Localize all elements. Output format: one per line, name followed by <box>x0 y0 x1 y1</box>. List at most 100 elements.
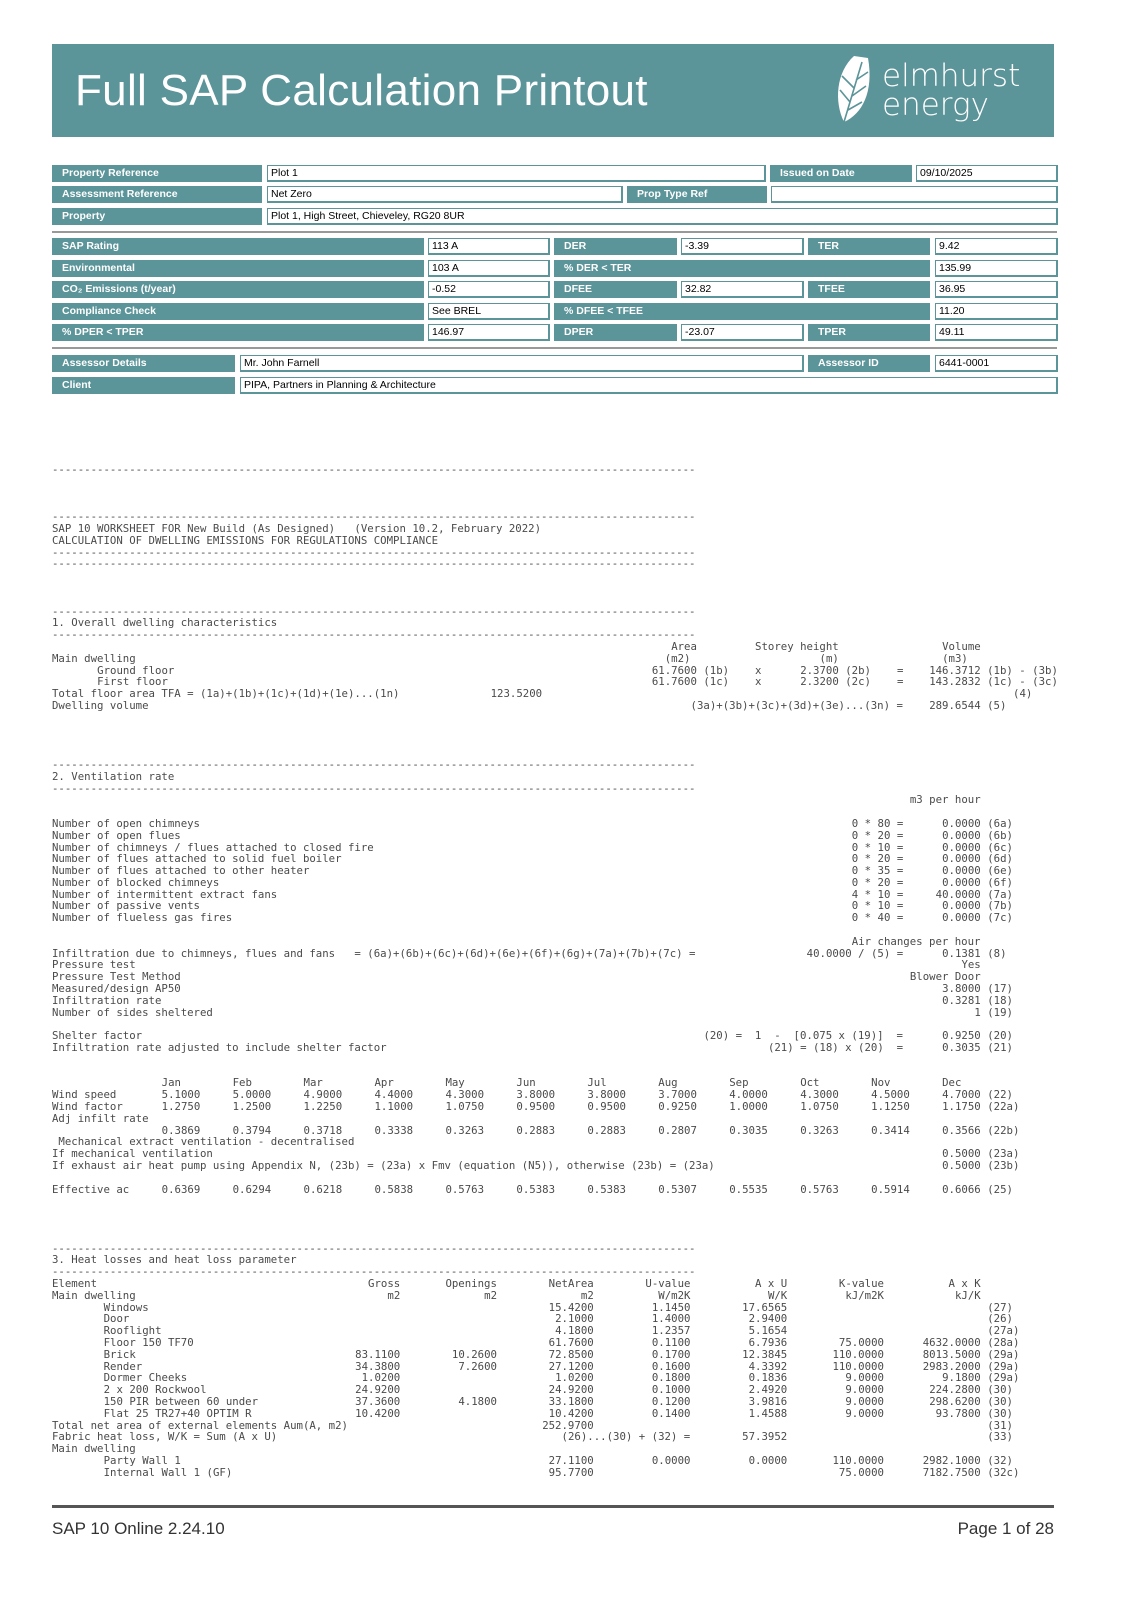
worksheet-cell: Gross <box>368 1276 401 1290</box>
worksheet-line: ----------------------------------------… <box>52 1265 696 1279</box>
worksheet-cell: (29a) <box>987 1359 1020 1373</box>
worksheet-cell: Internal Wall 1 (GF) <box>103 1465 233 1479</box>
worksheet-line <box>52 1172 1062 1184</box>
worksheet-cell: Infiltration rate adjusted to include sh… <box>52 1041 387 1055</box>
worksheet-cell: (33) <box>987 1430 1013 1444</box>
worksheet-cell: 27.1200 <box>548 1359 594 1373</box>
worksheet-cell: Nov <box>871 1076 891 1090</box>
dper-field: -23.07 <box>681 324 804 341</box>
worksheet-cell: Ground floor <box>97 663 175 677</box>
worksheet-cell: Air changes per hour <box>851 934 981 948</box>
worksheet-cell: 34.3800 <box>355 1359 401 1373</box>
property-field: Plot 1, High Street, Chieveley, RG20 8UR <box>267 208 1058 225</box>
worksheet-cell: = <box>896 663 904 677</box>
worksheet-cell: 0.1836 <box>748 1371 788 1385</box>
worksheet-cell: 0.5914 <box>871 1182 910 1196</box>
worksheet-line: Pressure test Yes <box>52 959 1062 971</box>
worksheet-line: Fabric heat loss, W/K = Sum (A x U) (26).… <box>52 1431 1062 1443</box>
worksheet-cell: 0.1100 <box>651 1335 691 1349</box>
client-field: PIPA, Partners in Planning & Architectur… <box>240 377 1058 394</box>
worksheet-cell: Rooflight <box>103 1324 162 1338</box>
worksheet-line: Main dwelling (m2) (m) (m3) <box>52 652 1062 665</box>
worksheet-cell: = <box>896 675 904 689</box>
worksheet-line: Area Storey height Volume <box>52 641 1062 653</box>
worksheet-line: CALCULATION OF DWELLING EMISSIONS FOR RE… <box>52 533 439 547</box>
worksheet-cell: 0.1000 <box>651 1383 691 1397</box>
worksheet-cell: 0.5383 <box>516 1182 555 1196</box>
tfee-label: TFEE <box>808 281 930 298</box>
worksheet-cell: 0.6369 <box>161 1182 201 1196</box>
worksheet-cell: 2 x 200 Rockwool <box>103 1383 207 1397</box>
worksheet-cell: 15.4200 <box>548 1300 594 1314</box>
worksheet-cell: 3.8000 <box>516 1088 555 1102</box>
worksheet-cell: 4.0000 <box>729 1088 768 1102</box>
software-version: SAP 10 Online 2.24.10 <box>52 1519 225 1538</box>
worksheet-line: Number of passive vents 0 * 10 = 0.0000 (7b… <box>52 900 1062 912</box>
worksheet-cell: Main dwelling <box>52 1288 136 1302</box>
worksheet-cell: 252.9700 <box>542 1418 594 1432</box>
worksheet-cell: Floor 150 TF70 <box>103 1335 194 1349</box>
worksheet-cell: 10.4200 <box>355 1406 401 1420</box>
worksheet-cell: (4) <box>1013 687 1033 701</box>
worksheet-cell: Number of passive vents <box>52 899 200 913</box>
report-header-banner: Full SAP Calculation Printout elmhurst e… <box>52 44 1054 137</box>
dper-label: DPER <box>554 324 677 341</box>
worksheet-line <box>52 1231 1062 1243</box>
worksheet-line: Mechanical extract ventilation - decentr… <box>52 1135 355 1149</box>
worksheet-cell: (7c) <box>987 911 1013 925</box>
worksheet-cell: 0.2883 <box>516 1123 555 1137</box>
worksheet-line: Infiltration rate adjusted to include sh… <box>52 1042 1062 1054</box>
worksheet-cell: Dwelling volume <box>52 698 149 712</box>
worksheet-cell: 0.3566 <box>942 1123 981 1137</box>
sap-rating-field: 113 A <box>428 238 550 255</box>
worksheet-cell: Sep <box>729 1076 749 1090</box>
worksheet-cell: (29a) <box>987 1347 1020 1361</box>
worksheet-cell: 95.7700 <box>548 1465 594 1479</box>
worksheet-cell: (23b) <box>987 1159 1020 1173</box>
footer-rule <box>52 1505 1054 1508</box>
worksheet-cell: 9.0000 <box>845 1394 884 1408</box>
worksheet-cell: Wind speed <box>52 1088 117 1102</box>
worksheet-cell: (6b) <box>987 828 1013 842</box>
worksheet-cell: First floor <box>97 675 168 689</box>
worksheet-cell: 61.7600 (1b) <box>651 663 730 677</box>
worksheet-cell: 61.7600 (1c) <box>651 675 730 689</box>
worksheet-cell: 7182.7500 <box>922 1465 981 1479</box>
worksheet-line: 2 x 200 Rockwool 24.9200 24.9200 0.1000 2.49… <box>52 1384 1062 1396</box>
worksheet-cell: 10.2600 <box>451 1347 497 1361</box>
worksheet-cell: (30) <box>987 1383 1013 1397</box>
worksheet-cell: (22b) <box>987 1123 1020 1137</box>
worksheet-cell: Number of sides sheltered <box>52 1005 213 1019</box>
logo-text-line2: energy <box>882 87 989 123</box>
worksheet-cell: Brick <box>103 1347 136 1361</box>
worksheet-cell: (23a) <box>987 1147 1020 1161</box>
logo-text-line1: elmhurst <box>882 58 1021 94</box>
worksheet-line: ----------------------------------------… <box>52 510 696 524</box>
pct-dper-tper-label: % DPER < TPER <box>52 324 424 341</box>
worksheet-cell: 0.6066 <box>942 1182 981 1196</box>
worksheet-cell: 24.9200 <box>355 1383 401 1397</box>
worksheet-cell: 0.3263 <box>445 1123 485 1137</box>
logo-text: elmhurst energy <box>882 58 1021 123</box>
worksheet-cell: 0.9250 <box>942 1029 981 1043</box>
worksheet-cell: x <box>755 675 762 689</box>
worksheet-line: ----------------------------------------… <box>52 781 696 795</box>
worksheet-cell: 0.5000 <box>942 1159 981 1173</box>
worksheet-cell: 0.3035 <box>942 1041 981 1055</box>
worksheet-cell: (32c) <box>987 1465 1020 1479</box>
worksheet-cell: 0.3794 <box>232 1123 272 1137</box>
worksheet-cell: (17) <box>987 982 1013 996</box>
compliance-check-field: See BREL <box>428 303 550 320</box>
worksheet-cell: 0 * 20 = <box>851 852 904 866</box>
worksheet-line: Air changes per hour <box>52 936 1062 948</box>
worksheet-line: SAP 10 WORKSHEET FOR New Build (As Desig… <box>52 521 542 535</box>
worksheet-cell: (21) = (18) x (20) = <box>767 1041 904 1055</box>
worksheet-cell: A x U <box>755 1276 788 1290</box>
worksheet-cell: May <box>445 1076 465 1090</box>
worksheet-cell: Shelter factor <box>52 1029 143 1043</box>
worksheet-cell: 5.0000 <box>232 1088 272 1102</box>
leaf-icon <box>838 56 870 123</box>
worksheet-cell: 0.0000 <box>942 840 981 854</box>
worksheet-line: 3. Heat losses and heat loss parameter <box>52 1253 297 1267</box>
worksheet-line: Wind factor 1.2750 1.2500 1.2250 1.1000 1.075… <box>52 1101 1062 1113</box>
